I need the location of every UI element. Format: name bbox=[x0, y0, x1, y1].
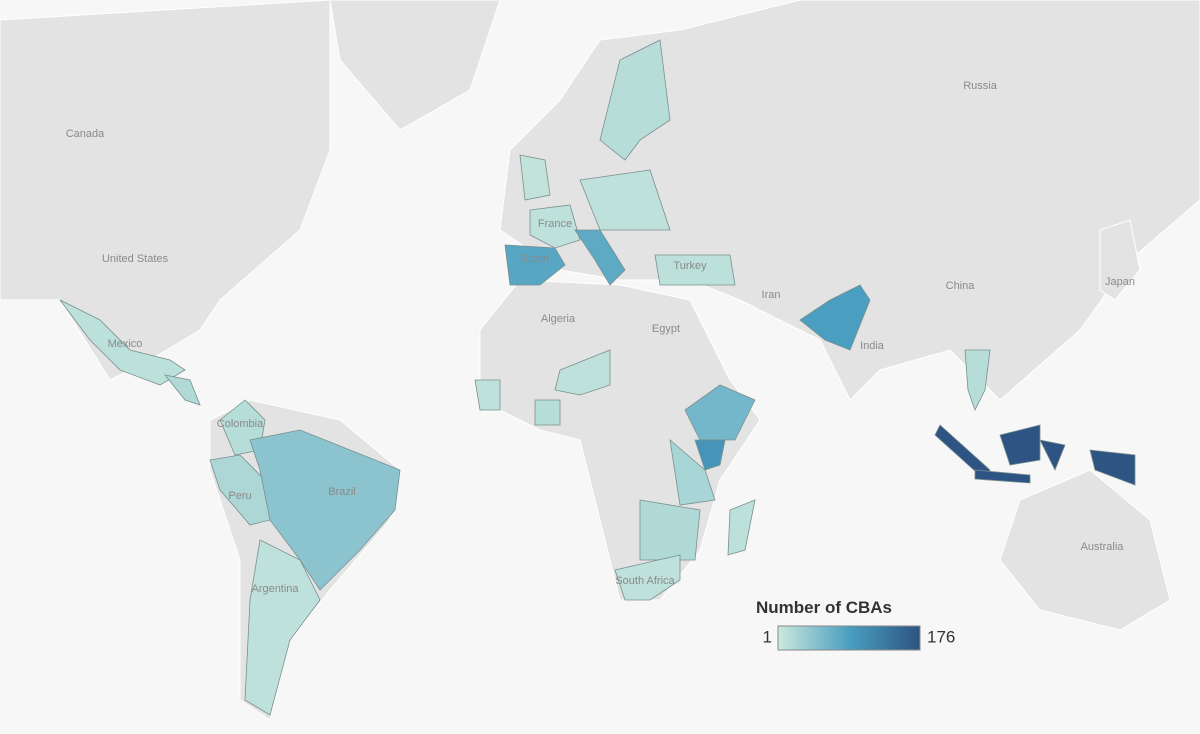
place-label: Spain bbox=[521, 253, 549, 265]
region bbox=[654, 254, 736, 286]
place-label: Canada bbox=[66, 128, 105, 140]
region bbox=[574, 229, 626, 286]
legend-gradient bbox=[777, 625, 921, 651]
region bbox=[519, 154, 551, 201]
place-labels: Canada United States Russia China Japan India… bbox=[66, 80, 1135, 595]
region bbox=[244, 539, 321, 716]
place-label: United States bbox=[102, 253, 169, 265]
place-label: Japan bbox=[1105, 276, 1135, 288]
place-label: South Africa bbox=[615, 575, 675, 587]
japan-land bbox=[1099, 219, 1141, 301]
region bbox=[529, 204, 581, 249]
place-label: Mexico bbox=[108, 338, 143, 350]
region bbox=[727, 499, 756, 556]
region bbox=[799, 284, 871, 351]
place-label: Australia bbox=[1081, 541, 1125, 553]
region bbox=[579, 169, 671, 231]
place-label: Brazil bbox=[328, 486, 356, 498]
legend-title: Number of CBAs bbox=[756, 598, 892, 617]
place-label: India bbox=[860, 340, 885, 352]
place-label: China bbox=[946, 280, 976, 292]
greenland bbox=[329, 0, 501, 131]
place-label: Turkey bbox=[673, 260, 707, 272]
region bbox=[534, 399, 561, 426]
place-label: Algeria bbox=[541, 313, 576, 325]
region bbox=[639, 499, 701, 561]
region bbox=[249, 429, 401, 591]
region bbox=[999, 424, 1041, 466]
place-label: Egypt bbox=[652, 323, 680, 335]
region bbox=[669, 438, 716, 506]
regions bbox=[59, 39, 1136, 716]
region bbox=[599, 39, 671, 161]
place-label: Iran bbox=[762, 289, 781, 301]
place-label: Colombia bbox=[217, 418, 264, 430]
region bbox=[59, 299, 186, 386]
place-label: France bbox=[538, 218, 572, 230]
legend: Number of CBAs 1 176 bbox=[756, 598, 955, 651]
region bbox=[614, 554, 681, 601]
legend-max: 176 bbox=[927, 627, 955, 646]
region bbox=[554, 349, 611, 396]
region bbox=[964, 349, 991, 412]
australia bbox=[999, 469, 1171, 631]
region bbox=[164, 374, 201, 406]
region bbox=[974, 469, 1031, 484]
region bbox=[504, 244, 566, 286]
north-america bbox=[0, 0, 331, 381]
region bbox=[684, 384, 756, 441]
region bbox=[1039, 439, 1066, 471]
place-label: Russia bbox=[963, 80, 998, 92]
region bbox=[1089, 449, 1136, 486]
region bbox=[474, 379, 501, 411]
legend-min: 1 bbox=[763, 627, 772, 646]
region bbox=[694, 439, 726, 471]
place-label: Peru bbox=[228, 490, 251, 502]
place-label: Argentina bbox=[251, 583, 299, 595]
